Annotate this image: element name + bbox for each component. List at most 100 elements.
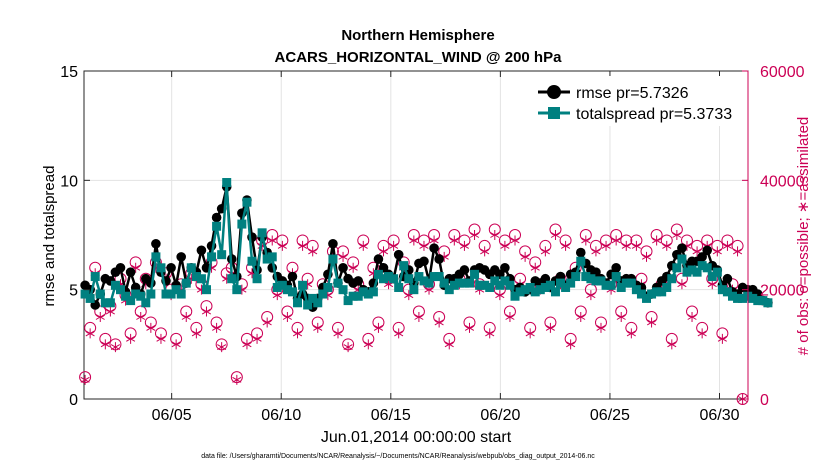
x-tick-label: 06/15 (371, 407, 411, 424)
totalspread-point (510, 291, 520, 301)
totalspread-point (146, 289, 156, 299)
rmse-point (500, 263, 510, 273)
obs-assimilated-point (540, 246, 550, 257)
totalspread-point (171, 285, 181, 295)
obs-assimilated-point (126, 333, 136, 344)
y-tick-label-right: 0 (760, 392, 769, 409)
totalspread-point (500, 276, 510, 286)
obs-assimilated-point (297, 240, 308, 251)
rmse-point (166, 263, 176, 273)
obs-assimilated-point (242, 339, 252, 350)
totalspread-point (636, 289, 646, 299)
obs-assimilated-point (545, 322, 555, 333)
obs-assimilated-point (490, 230, 500, 240)
totalspread-point (287, 287, 297, 297)
obs-assimilated-point (717, 333, 727, 344)
obs-assimilated-point (662, 240, 672, 251)
obs-assimilated-point (409, 235, 419, 246)
obs-assimilated-point (469, 230, 480, 240)
totalspread-point (394, 282, 404, 292)
totalspread-point (293, 298, 303, 308)
obs-assimilated-point (363, 339, 373, 350)
legend-totalspread-label: totalspread pr=5.3733 (576, 106, 732, 123)
rmse-point (196, 245, 207, 256)
obs-assimilated-point (156, 333, 166, 344)
obs-assimilated-point (525, 328, 535, 339)
obs-assimilated-point (444, 339, 454, 350)
totalspread-point (429, 272, 439, 282)
obs-assimilated-point (277, 240, 287, 251)
rmse-point (697, 252, 707, 262)
totalspread-point (748, 293, 758, 303)
totalspread-point (561, 282, 571, 292)
totalspread-point (414, 272, 424, 282)
totalspread-point (505, 280, 515, 290)
obs-assimilated-point (80, 374, 90, 385)
rmse-point (677, 243, 687, 253)
totalspread-point (277, 280, 287, 290)
totalspread-point (404, 274, 414, 284)
totalspread-point (616, 282, 626, 292)
totalspread-point (763, 298, 773, 308)
x-tick-label: 06/30 (699, 407, 739, 424)
legend-rmse-label: rmse pr=5.7326 (576, 85, 689, 102)
x-tick-label: 06/10 (261, 407, 301, 424)
obs-assimilated-point (333, 328, 343, 339)
totalspread-point (116, 285, 126, 295)
totalspread-point (621, 278, 631, 288)
totalspread-point (611, 272, 621, 282)
obs-assimilated-point (550, 230, 561, 240)
totalspread-point (141, 298, 151, 308)
totalspread-point (363, 289, 373, 299)
obs-assimilated-point (611, 235, 621, 246)
obs-assimilated-point (373, 322, 384, 333)
totalspread-point (196, 274, 206, 284)
totalspread-point (227, 274, 237, 284)
obs-assimilated-point (672, 230, 682, 240)
totalspread-point (520, 285, 530, 295)
totalspread-point (581, 272, 591, 282)
totalspread-point (399, 261, 409, 271)
totalspread-point (348, 291, 358, 301)
totalspread-point (389, 274, 399, 284)
totalspread-point (313, 298, 323, 308)
totalspread-point (434, 272, 444, 282)
totalspread-point (556, 278, 566, 288)
obs-assimilated-point (394, 328, 404, 339)
totalspread-point (424, 278, 434, 288)
totalspread-point (267, 252, 277, 262)
obs-assimilated-point (495, 290, 505, 301)
totalspread-point (550, 287, 560, 297)
obs-assimilated-point (616, 312, 626, 322)
obs-assimilated-point (485, 328, 495, 339)
y-tick-label-right: 60000 (760, 64, 805, 81)
y-tick-label-right: 20000 (760, 283, 805, 300)
totalspread-point (85, 293, 95, 303)
chart-title-line2: ACARS_HORIZONTAL_WIND @ 200 hPa (275, 49, 563, 66)
totalspread-point (222, 178, 232, 188)
totalspread-point (100, 298, 110, 308)
obs-assimilated-point (480, 246, 490, 257)
totalspread-point (647, 289, 657, 299)
y-tick-label-left: 5 (69, 283, 78, 300)
obs-assimilated-point (191, 328, 201, 339)
totalspread-point (409, 285, 419, 295)
totalspread-point (217, 250, 227, 260)
totalspread-point (530, 287, 540, 297)
obs-assimilated-point (292, 328, 303, 339)
obs-assimilated-point (576, 312, 586, 322)
obs-assimilated-point (110, 342, 121, 353)
totalspread-point (247, 256, 257, 266)
rmse-point (373, 254, 384, 264)
totalspread-point (121, 291, 131, 301)
y-tick-label-left: 15 (60, 64, 78, 81)
obs-assimilated-point (217, 342, 227, 353)
totalspread-point (753, 296, 763, 306)
totalspread-point (717, 285, 727, 295)
rmse-point (611, 263, 621, 273)
axis-ticks: 06/05 06/10 06/15 06/20 06/25 06/30 0 5 10 15 0 200… (60, 64, 804, 424)
obs-assimilated-point (566, 339, 576, 350)
obs-assimilated-point (378, 246, 389, 257)
totalspread-point (591, 276, 601, 286)
